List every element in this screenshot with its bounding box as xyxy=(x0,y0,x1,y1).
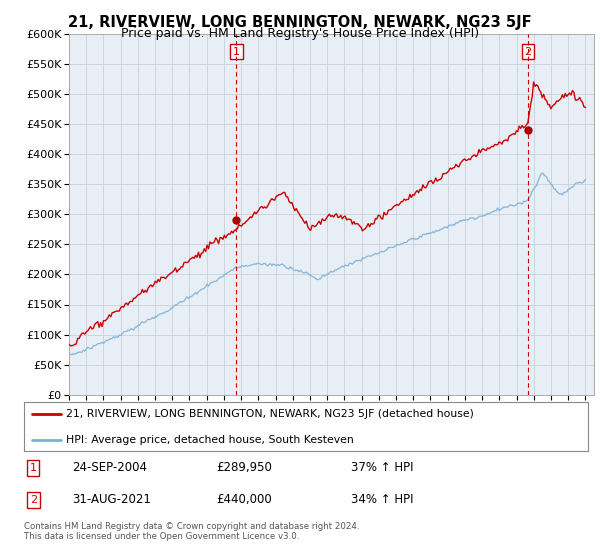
Text: Price paid vs. HM Land Registry's House Price Index (HPI): Price paid vs. HM Land Registry's House … xyxy=(121,27,479,40)
Text: 21, RIVERVIEW, LONG BENNINGTON, NEWARK, NG23 5JF: 21, RIVERVIEW, LONG BENNINGTON, NEWARK, … xyxy=(68,15,532,30)
Text: £289,950: £289,950 xyxy=(216,461,272,474)
Text: 31-AUG-2021: 31-AUG-2021 xyxy=(72,493,151,506)
Text: 1: 1 xyxy=(233,46,240,57)
Text: 24-SEP-2004: 24-SEP-2004 xyxy=(72,461,147,474)
Text: 1: 1 xyxy=(29,463,37,473)
Text: 2: 2 xyxy=(524,46,532,57)
Text: 34% ↑ HPI: 34% ↑ HPI xyxy=(351,493,413,506)
Text: 37% ↑ HPI: 37% ↑ HPI xyxy=(351,461,413,474)
Text: HPI: Average price, detached house, South Kesteven: HPI: Average price, detached house, Sout… xyxy=(66,435,354,445)
Text: £440,000: £440,000 xyxy=(216,493,272,506)
Text: 21, RIVERVIEW, LONG BENNINGTON, NEWARK, NG23 5JF (detached house): 21, RIVERVIEW, LONG BENNINGTON, NEWARK, … xyxy=(66,409,474,419)
Text: Contains HM Land Registry data © Crown copyright and database right 2024.
This d: Contains HM Land Registry data © Crown c… xyxy=(24,522,359,542)
Text: 2: 2 xyxy=(29,495,37,505)
